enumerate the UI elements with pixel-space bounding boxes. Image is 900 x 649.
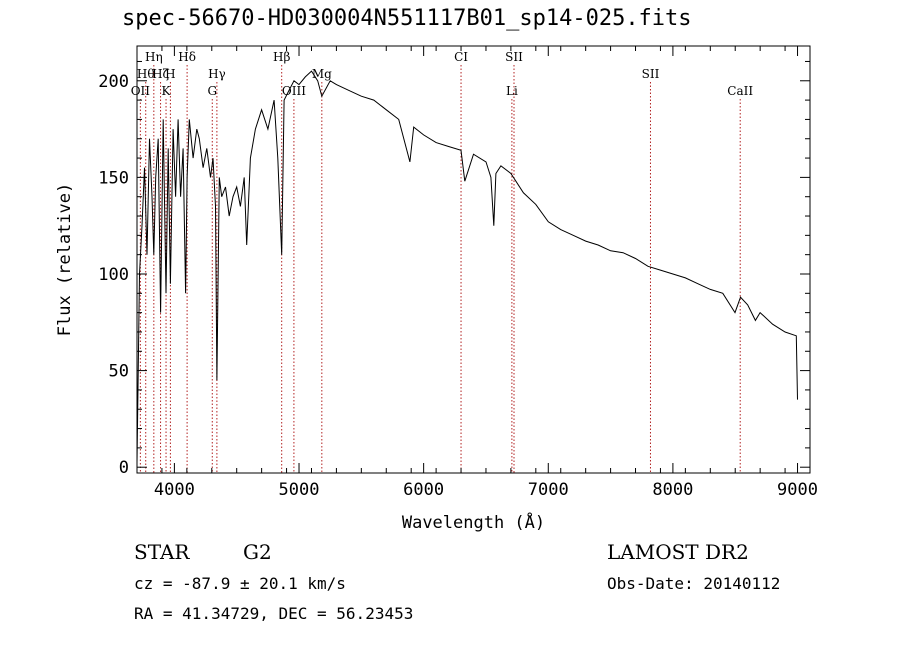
y-axis-label: Flux (relative)	[55, 183, 75, 337]
spectral-line-label: Hγ	[208, 67, 226, 81]
spectral-line-label: SII	[505, 50, 523, 64]
spectral-line-label: Li	[506, 84, 518, 98]
survey-name: LAMOST DR2	[607, 540, 749, 564]
spectral-line-label: CI	[454, 50, 468, 64]
spectral-line-label: Hθ	[137, 67, 155, 81]
spectral-line-label: Mg	[312, 67, 332, 81]
x-tick-label: 8000	[652, 480, 693, 500]
x-tick-label: 4000	[154, 480, 195, 500]
observation-date: Obs-Date: 20140112	[607, 574, 781, 593]
y-tick-label: 150	[98, 168, 129, 188]
coordinates: RA = 41.34729, DEC = 56.23453	[134, 604, 414, 623]
y-tick-label: 100	[98, 265, 129, 285]
spectral-line-label: Hζ	[152, 67, 169, 81]
spectral-line-label: SII	[642, 67, 660, 81]
spectral-line-label: OII	[131, 84, 151, 98]
y-tick-label: 0	[119, 458, 129, 478]
spectral-line-label: G	[207, 84, 217, 98]
x-tick-label: 9000	[777, 480, 818, 500]
page-title: spec-56670-HD030004N551117B01_sp14-025.f…	[122, 6, 692, 31]
spectral-line-label: Hη	[145, 50, 163, 64]
object-type: STAR	[134, 540, 190, 564]
spectral-line-label: H	[165, 67, 175, 81]
x-tick-label: 6000	[403, 480, 444, 500]
spectral-line-label: Hδ	[178, 50, 196, 64]
spectral-line-label: CaII	[727, 84, 753, 98]
x-axis-label: Wavelength (Å)	[402, 511, 545, 533]
plot-frame	[136, 45, 811, 474]
redshift-info: cz = -87.9 ± 20.1 km/s	[134, 574, 346, 593]
x-tick-label: 7000	[528, 480, 569, 500]
spectral-line-label: OIII	[282, 84, 306, 98]
x-tick-label: 5000	[279, 480, 320, 500]
spectral-line-label: K	[162, 84, 172, 98]
object-subclass: G2	[243, 540, 272, 564]
y-tick-label: 200	[98, 72, 129, 92]
spectrum-line	[136, 70, 798, 464]
y-tick-label: 50	[109, 362, 129, 382]
axis-ticks: 4000 5000 6000 7000 8000 9000 0 50 100 150 200	[98, 46, 818, 500]
spectral-line-label: Hβ	[273, 50, 290, 64]
